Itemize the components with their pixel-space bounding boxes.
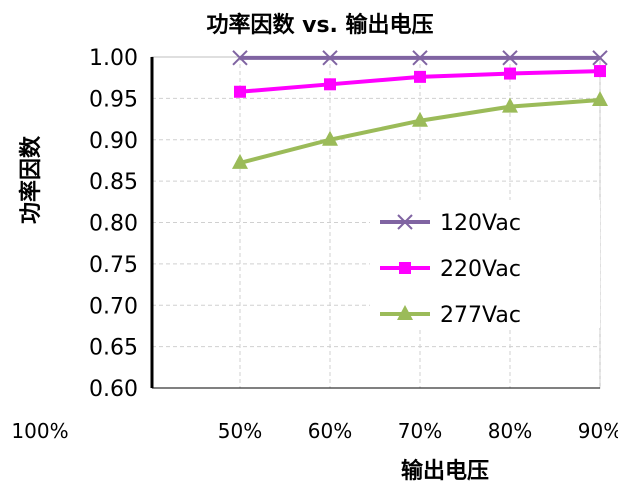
data-point-277Vac — [412, 111, 428, 127]
x-tick-label: 70% — [398, 419, 442, 443]
data-point-277Vac — [502, 97, 518, 113]
x-tick-label: 60% — [308, 419, 352, 443]
x-tick-label: 50% — [218, 419, 262, 443]
chart-title: 功率因数 vs. 输出电压 — [206, 12, 433, 38]
marker-stroke — [502, 50, 518, 66]
x-axis-label: 输出电压 — [401, 458, 489, 484]
y-tick-label: 0.65 — [89, 336, 138, 361]
y-tick-label: 0.90 — [89, 129, 138, 154]
data-point-277Vac — [322, 130, 338, 146]
legend-marker — [397, 305, 413, 320]
legend-marker — [399, 262, 411, 274]
legend-marker — [397, 214, 413, 230]
legend-label-277Vac: 277Vac — [440, 303, 521, 328]
axes: 1.00 0.95 0.90 0.85 0.80 0.75 0.70 0.65 0.60 100%… — [11, 46, 618, 443]
x-tick-label: 90% — [578, 419, 618, 443]
data-point-220Vac — [594, 65, 606, 78]
legend-label-120Vac: 120Vac — [440, 211, 521, 236]
y-tick-label: 1.00 — [89, 46, 138, 71]
x-tick-label: 80% — [488, 419, 532, 443]
data-point-277Vac — [592, 91, 608, 107]
data-point-120Vac — [502, 50, 518, 66]
y-axis-label: 功率因数 — [18, 135, 44, 224]
data-point-220Vac — [234, 85, 246, 98]
data-point-120Vac — [412, 50, 428, 66]
y-tick-label: 0.80 — [89, 212, 138, 237]
marker-stroke — [592, 50, 608, 66]
data-point-220Vac — [324, 78, 336, 91]
data-point-120Vac — [232, 50, 248, 66]
data-point-220Vac — [414, 70, 426, 83]
marker-stroke — [412, 50, 428, 66]
y-tick-label: 0.85 — [89, 170, 138, 195]
data-point-220Vac — [504, 67, 516, 80]
legend: 120Vac 220Vac 277Vac — [370, 200, 600, 328]
y-tick-label: 0.95 — [89, 87, 138, 112]
x-tick-label: 100% — [11, 419, 68, 443]
legend-label-220Vac: 220Vac — [440, 257, 521, 282]
y-tick-label: 0.60 — [89, 377, 138, 402]
y-tick-label: 0.70 — [89, 294, 138, 319]
labels: 功率因数 vs. 输出电压 输出电压 功率因数 — [18, 12, 489, 484]
data-point-120Vac — [592, 50, 608, 66]
marker-stroke — [322, 50, 338, 66]
series-group — [232, 50, 608, 169]
data-point-120Vac — [322, 50, 338, 66]
data-point-277Vac — [232, 153, 248, 169]
y-tick-label: 0.75 — [89, 253, 138, 278]
marker-stroke — [232, 50, 248, 66]
